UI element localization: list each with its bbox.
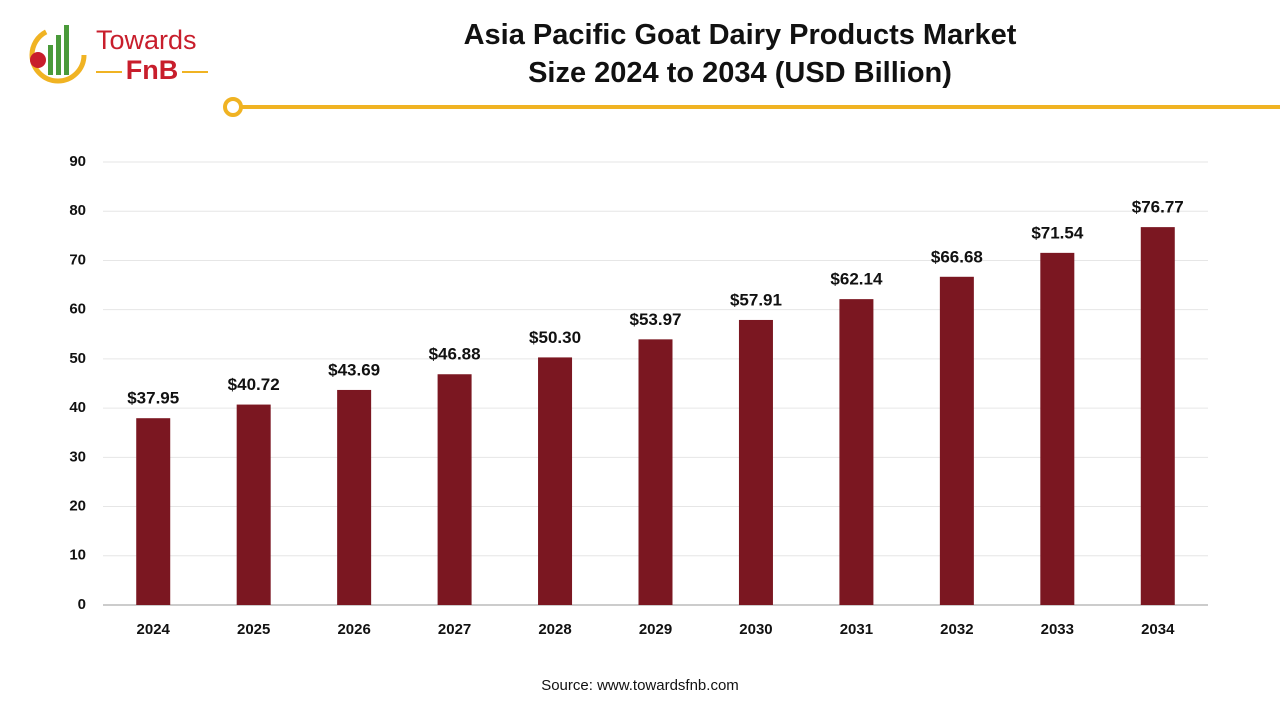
value-label: $76.77 [1132,198,1184,217]
chart-title: Asia Pacific Goat Dairy Products Market … [463,19,1017,89]
value-label: $37.95 [127,389,179,408]
source: Source: www.towardsfnb.com [541,677,739,694]
x-tick-label: 2032 [940,621,973,638]
logo-name: Towards [96,25,197,55]
x-tick-label: 2030 [739,621,772,638]
value-label: $50.30 [529,328,581,347]
value-label: $43.69 [328,360,380,379]
x-tick-label: 2025 [237,621,270,638]
x-tick-label: 2027 [438,621,471,638]
bar [1040,252,1075,605]
value-label: $66.68 [931,247,983,266]
bar [136,418,171,605]
x-tick-label: 2024 [137,621,171,638]
y-tick-label: 40 [69,399,86,416]
value-label: $40.72 [228,375,280,394]
bar [839,299,874,605]
value-label: $57.91 [730,290,782,309]
value-label: $71.54 [1031,223,1084,242]
x-tick-label: 2029 [639,621,672,638]
value-label: $62.14 [830,270,883,289]
bar [939,276,974,605]
divider-dot [223,97,243,117]
logo-sub: FnB [126,55,178,85]
bar [738,319,773,605]
y-tick-label: 60 [69,301,86,318]
y-tick-label: 30 [69,448,86,465]
y-tick-label: 80 [69,202,86,219]
x-tick-label: 2034 [1141,621,1175,638]
x-tick-label: 2031 [840,621,873,638]
y-tick-label: 90 [69,153,86,170]
y-tick-label: 70 [69,251,86,268]
y-tick-label: 0 [78,596,86,613]
bar [1140,227,1175,605]
logo-icon [29,25,87,84]
x-tick-label: 2028 [538,621,571,638]
y-tick-label: 20 [69,498,86,515]
y-tick-label: 10 [69,547,86,564]
bar [337,389,372,605]
value-label: $53.97 [630,310,682,329]
y-tick-label: 50 [69,350,86,367]
x-tick-label: 2026 [337,621,370,638]
bar [236,404,271,605]
bar [538,357,573,605]
bar [638,339,673,605]
value-label: $46.88 [429,345,481,364]
x-tick-label: 2033 [1041,621,1074,638]
bar [437,374,472,605]
